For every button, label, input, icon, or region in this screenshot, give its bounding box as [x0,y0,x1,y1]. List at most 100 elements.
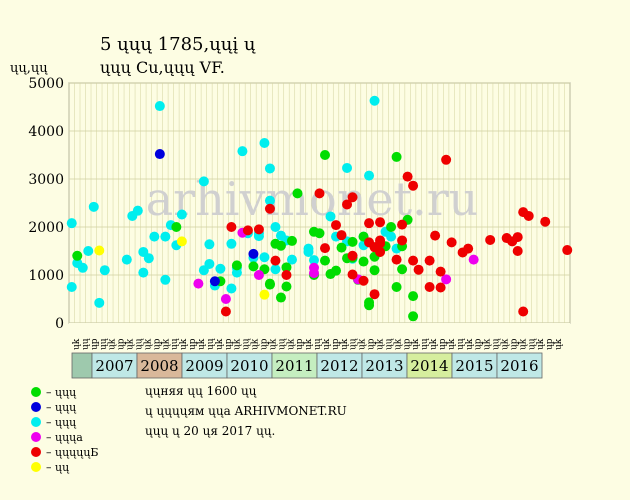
data-point [292,188,303,199]
data-point [77,262,88,273]
x-tick-label: ųk [268,338,278,350]
data-point [331,220,342,231]
legend-marker [31,417,41,427]
data-point [386,222,397,232]
data-point [286,235,297,246]
x-tick-label: ųk [447,338,457,350]
data-point [342,199,353,210]
x-tick-label: ųų [134,338,144,350]
data-point [94,297,105,308]
x-tick-label: ųp [117,338,127,350]
data-point [149,231,160,242]
data-point [375,217,386,228]
data-point [193,278,204,289]
data-point [320,255,331,266]
data-point [562,245,573,256]
legend-label: – ųų [46,461,70,474]
data-point [308,255,319,266]
data-point [270,264,281,275]
data-point [176,209,187,220]
y-tick-label: 5000 [28,76,64,92]
data-point [231,260,242,271]
data-point [94,245,105,256]
year-cell [361,352,408,379]
x-label-strip [69,323,570,353]
year-cell [316,352,363,379]
data-point [281,262,292,273]
data-point [220,294,231,304]
year-label: 2009 [185,357,223,375]
data-point [143,253,154,264]
year-cell [496,352,543,379]
year-label: 2015 [455,357,493,375]
x-tick-label: ųk [143,338,153,350]
data-point [336,230,347,241]
data-point [342,162,353,173]
data-point [347,236,358,247]
data-point [275,240,286,251]
x-tick-label: ųk [411,338,421,350]
data-point [336,242,347,253]
x-tick-label: ųų [420,338,430,350]
data-point [386,231,397,242]
legend-marker [31,462,41,472]
x-tick-label: ųp [545,338,555,350]
data-point [523,210,534,221]
data-point [259,289,270,300]
x-tick-label: ųų [527,338,537,350]
watermark: arhivmonet.ru [146,172,479,226]
data-point [138,267,149,278]
data-point [364,170,375,181]
x-tick-label: ųk [233,338,243,350]
plot-area [68,82,571,324]
data-point [198,176,209,187]
year-label: 2014 [410,357,448,375]
data-point [375,238,386,249]
x-tick-label: ųk [358,338,368,350]
data-point [66,218,77,229]
x-tick-label: ųk [126,338,136,350]
data-point [320,243,331,254]
data-point [391,254,402,265]
data-point [259,138,270,148]
x-tick-label: ųų [99,338,109,350]
x-tick-label: ųp [367,338,377,350]
x-tick-label: ųk [465,338,475,350]
data-point [264,163,275,174]
x-tick-label: ųk [518,338,528,350]
data-point [171,222,182,232]
data-point [83,246,94,256]
data-point [226,222,237,232]
y-axis-ticks: 0 1000 2000 3000 4000 5000 [28,76,64,332]
data-point [270,255,281,266]
data-point [209,276,220,287]
x-tick-label: ųp [152,338,162,350]
data-point [413,264,424,275]
x-tick-label: ųp [224,338,234,350]
data-point [540,216,551,227]
data-point [391,282,402,292]
data-point [463,243,474,254]
x-tick-label: ųų [170,338,180,350]
year-label: 2007 [95,357,133,375]
data-point [270,222,281,232]
x-tick-label: ųų [313,338,323,350]
data-point [424,255,435,266]
x-tick-label: ųų [242,338,252,350]
x-tick-label: ųų [384,338,394,350]
data-point [253,270,264,280]
data-point [446,237,457,248]
data-point [314,188,325,199]
note-line: ų ųųųųям ųųa ARHIVMONET.RU [145,404,347,418]
x-tick-label: ųų [277,338,287,350]
data-point [264,195,275,206]
chart-title-line1: 5 ųųų 1785,ųųį ų [100,34,256,55]
data-point [226,283,237,294]
legend-label: – ųųų [46,401,77,414]
x-tick-label: ųp [509,338,519,350]
data-point [347,192,358,203]
data-point [331,265,342,276]
data-point [160,274,171,285]
data-point [347,269,358,280]
